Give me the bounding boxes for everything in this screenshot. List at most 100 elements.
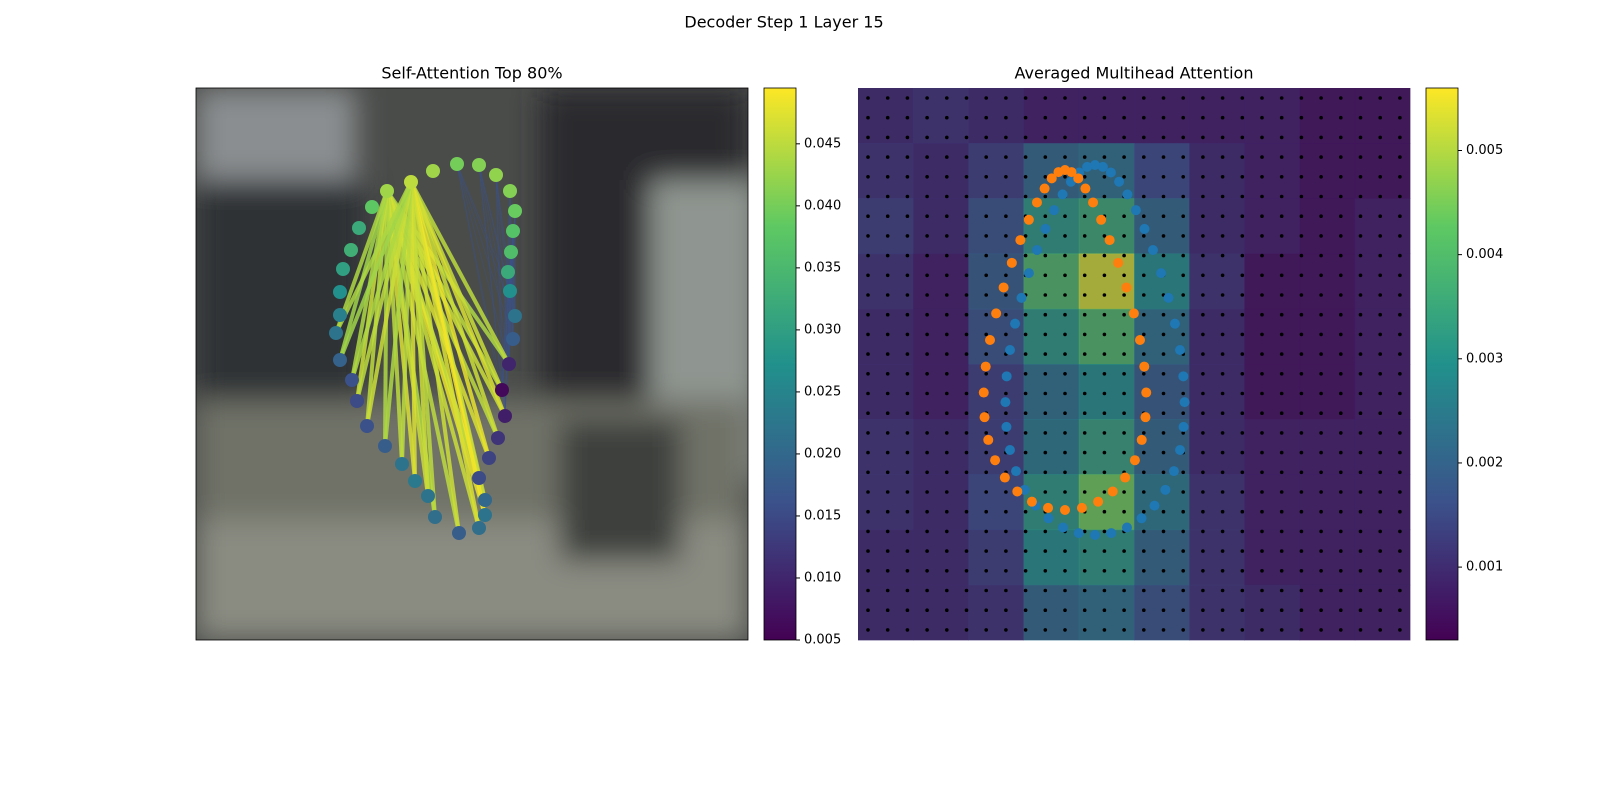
grid-point xyxy=(1220,96,1225,100)
grid-point xyxy=(925,569,929,573)
grid-point xyxy=(1063,155,1067,159)
grid-point xyxy=(1004,628,1008,632)
grid-point xyxy=(964,214,969,218)
grid-point xyxy=(1299,332,1304,337)
grid-point xyxy=(1122,588,1126,593)
grid-point xyxy=(1220,253,1225,258)
grid-point xyxy=(1319,549,1323,553)
grid-point xyxy=(1082,490,1087,494)
grid-point xyxy=(1260,372,1264,376)
grid-point xyxy=(905,628,910,632)
grid-point xyxy=(1181,194,1185,199)
grid-point xyxy=(1260,470,1264,475)
contour-point xyxy=(985,335,995,345)
node xyxy=(333,353,347,367)
grid-point xyxy=(1043,293,1048,297)
grid-point xyxy=(1279,352,1284,356)
contour-point xyxy=(1178,421,1189,432)
heatmap-cell xyxy=(1134,529,1190,586)
grid-point xyxy=(1220,588,1225,593)
grid-point xyxy=(945,135,949,140)
grid-point xyxy=(866,135,870,140)
grid-point xyxy=(1082,234,1087,238)
grid-point xyxy=(1082,470,1087,475)
heatmap-cell xyxy=(913,198,969,255)
grid-point xyxy=(1082,450,1087,455)
grid-point xyxy=(1339,509,1343,514)
grid-point xyxy=(1102,490,1107,494)
grid-point xyxy=(1279,470,1284,475)
contour-point xyxy=(1136,513,1147,524)
contour-point xyxy=(1043,513,1054,524)
grid-point xyxy=(1142,135,1146,140)
grid-point xyxy=(1082,608,1087,612)
grid-point xyxy=(1082,194,1087,199)
colorbar-tick-label: 0.010 xyxy=(804,570,841,585)
grid-point xyxy=(1279,312,1284,317)
grid-point xyxy=(866,352,870,356)
grid-point xyxy=(1398,214,1402,218)
grid-point xyxy=(1398,155,1402,159)
grid-point xyxy=(1378,352,1382,356)
grid-point xyxy=(1339,214,1343,218)
grid-point xyxy=(885,312,890,317)
heatmap-cell xyxy=(1244,88,1301,144)
grid-point xyxy=(1319,628,1323,632)
node xyxy=(506,332,520,346)
grid-point xyxy=(1004,155,1008,159)
contour-point xyxy=(1113,257,1124,268)
contour-point xyxy=(1090,160,1100,170)
grid-point xyxy=(1378,293,1382,297)
heatmap-cell xyxy=(1244,198,1301,255)
grid-point xyxy=(1279,234,1284,238)
grid-point xyxy=(885,135,890,140)
grid-point xyxy=(925,312,929,317)
grid-point xyxy=(1161,352,1166,356)
contour-point xyxy=(1105,167,1116,178)
grid-point xyxy=(1201,372,1205,376)
grid-point xyxy=(1358,431,1363,435)
grid-point xyxy=(1142,372,1146,376)
contour-point xyxy=(1012,486,1023,497)
grid-point xyxy=(1201,293,1205,297)
grid-point xyxy=(1220,194,1225,199)
grid-point xyxy=(1063,628,1067,632)
grid-point xyxy=(1339,391,1343,396)
grid-point xyxy=(984,115,988,120)
grid-point xyxy=(1260,96,1264,100)
grid-point xyxy=(1358,253,1363,258)
attention-edge xyxy=(409,181,500,439)
grid-point xyxy=(1339,253,1343,258)
faint-link xyxy=(456,163,511,292)
grid-point xyxy=(1102,411,1107,416)
grid-point xyxy=(1220,115,1225,120)
grid-point xyxy=(1023,470,1028,475)
grid-point xyxy=(1102,588,1107,593)
node xyxy=(426,164,440,178)
attention-edge xyxy=(409,181,461,534)
grid-point xyxy=(925,155,929,159)
grid-point xyxy=(945,470,949,475)
grid-point xyxy=(885,155,890,159)
grid-point xyxy=(1378,253,1382,258)
colorbar-tick-label: 0.003 xyxy=(1466,351,1503,366)
grid-point xyxy=(945,450,949,455)
grid-point xyxy=(1279,411,1284,416)
grid-point xyxy=(1319,194,1323,199)
grid-point xyxy=(1161,549,1166,553)
node xyxy=(508,204,522,218)
grid-point xyxy=(1378,588,1382,593)
grid-point xyxy=(1358,293,1363,297)
heatmap-cell xyxy=(968,584,1025,641)
contour-point xyxy=(1058,522,1069,533)
heatmap-cell xyxy=(1189,474,1245,531)
grid-point xyxy=(1181,411,1185,416)
grid-point xyxy=(1181,529,1185,534)
heatmap-cell xyxy=(858,529,914,586)
grid-point xyxy=(1201,135,1205,140)
grid-point xyxy=(866,273,870,278)
grid-point xyxy=(1240,431,1245,435)
colorbar-tick-label: 0.005 xyxy=(1466,143,1503,158)
grid-point xyxy=(1240,155,1245,159)
grid-point xyxy=(1299,450,1304,455)
